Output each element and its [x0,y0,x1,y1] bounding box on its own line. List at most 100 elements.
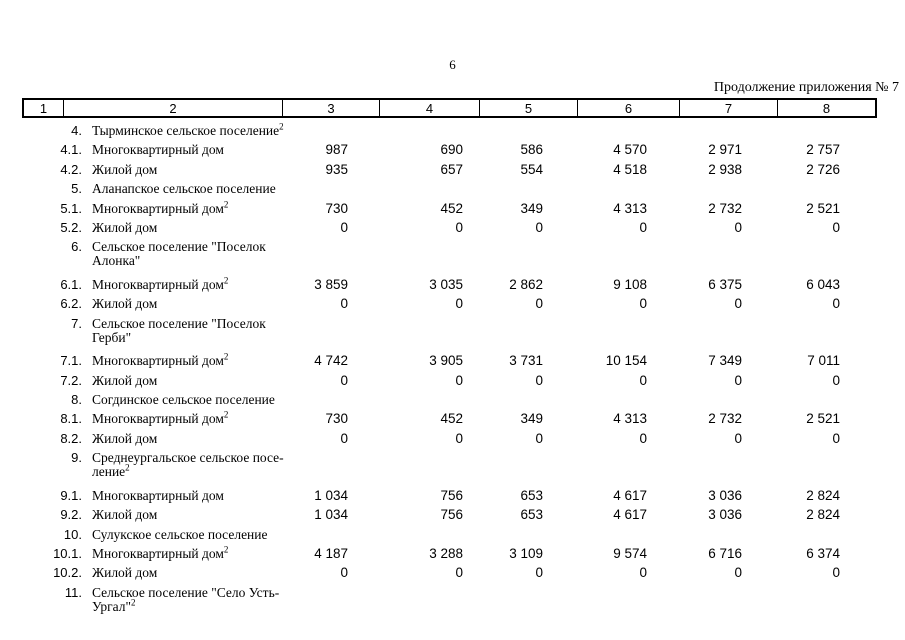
table-row: 10.2. Жилой дом 0 0 0 0 0 0 [22,566,882,580]
value-cell: 7 011 [807,353,840,369]
value-cell: 0 [455,565,463,581]
row-number: 7.1. [60,353,82,369]
value-cell: 0 [832,296,840,312]
value-cell: 2 824 [806,507,840,523]
row-number: 4.1. [60,142,82,158]
value-cell: 0 [340,565,348,581]
value-cell: 0 [734,219,742,235]
value-cell: 6 375 [708,276,742,292]
value-cell: 452 [440,411,463,427]
header-cell: 1 [24,100,64,116]
row-label: Согдинское сельское поселение [92,392,275,408]
footnote-marker: 2 [223,199,229,210]
row-number: 10.2. [53,565,82,581]
value-cell: 0 [455,430,463,446]
header-cell: 5 [480,100,578,116]
row-number: 11. [64,584,82,600]
value-cell: 4 518 [613,161,647,177]
table-row: 8.2. Жилой дом 0 0 0 0 0 0 [22,430,882,446]
row-label: Многоквартирный дом2 [92,275,229,292]
value-cell: 653 [520,507,543,523]
value-cell: 0 [832,430,840,446]
value-cell: 10 154 [605,353,647,369]
row-label: Жилой дом [92,507,158,523]
value-cell: 0 [340,219,348,235]
value-cell: 2 521 [806,411,840,427]
value-cell: 2 732 [708,411,742,427]
value-cell: 349 [520,411,543,427]
table-row: 4. Тырминское сельское поселение2 [22,121,882,138]
value-cell: 4 187 [314,546,348,562]
value-cell: 9 108 [613,276,647,292]
value-cell: 0 [455,219,463,235]
value-cell: 730 [325,411,348,427]
table-row: 10.1. Многоквартирный дом2 4 187 3 288 3 109… [22,544,882,562]
value-cell: 0 [734,296,742,312]
value-cell: 0 [734,565,742,581]
value-cell: 0 [535,296,543,312]
footnote-marker: 2 [131,597,136,608]
value-cell: 0 [340,372,348,388]
row-label: Сельское поселение "Поселок Алонка" [92,239,266,269]
table-body: 4. Тырминское сельское поселение2 4.1. Мног… [22,121,882,623]
row-number: 8.2. [60,430,82,446]
value-cell: 3 859 [314,276,348,292]
value-cell: 730 [325,200,348,216]
row-number: 7.2. [60,372,82,388]
footnote-marker: 2 [223,351,229,362]
row-number: 8.1. [60,411,82,427]
value-cell: 0 [832,219,840,235]
value-cell: 7 349 [708,353,742,369]
value-cell: 6 374 [806,546,840,562]
row-number: 4.2. [60,161,82,177]
row-label: Аланапское сельское поселение [92,181,276,197]
value-cell: 0 [734,430,742,446]
header-cell: 4 [380,100,480,116]
footnote-marker: 2 [223,409,229,420]
row-label: Среднеургальское сельское посе-ление2 [92,450,284,480]
value-cell: 0 [340,296,348,312]
row-number: 9.1. [60,487,82,503]
value-cell: 690 [440,142,463,158]
row-number: 6.1. [60,276,82,292]
row-number: 5. [71,181,82,197]
header-cell: 6 [578,100,680,116]
table-row: 10. Сулукское сельское поселение [22,527,882,542]
table-row: 6. Сельское поселение "Поселок Алонка" [22,240,882,268]
table-row: 9. Среднеургальское сельское посе-ление2 [22,451,882,479]
value-cell: 2 971 [708,142,742,158]
value-cell: 0 [535,430,543,446]
table-row: 9.1. Многоквартирный дом 1 034 756 653 4 617 3… [22,487,882,503]
row-number: 4. [71,123,82,138]
footnote-marker: 2 [223,275,229,286]
row-number: 9. [71,450,82,466]
row-number: 10.1. [53,546,82,562]
value-cell: 2 862 [509,276,543,292]
header-cell: 7 [680,100,778,116]
row-label: Тырминское сельское поселение2 [92,121,284,138]
value-cell: 3 035 [429,276,463,292]
value-cell: 0 [832,372,840,388]
value-cell: 3 036 [708,507,742,523]
table-row: 11. Сельское поселение "Село Усть- Ургал"2 [22,584,882,614]
row-label: Жилой дом [92,372,158,388]
footnote-marker: 2 [223,544,229,555]
value-cell: 2 521 [806,200,840,216]
page-number: 6 [449,57,456,72]
row-number: 6. [71,239,82,255]
table-row: 6.1. Многоквартирный дом2 3 859 3 035 2 862 9… [22,275,882,292]
row-label: Жилой дом [92,219,158,235]
row-label: Многоквартирный дом [92,487,224,503]
value-cell: 2 824 [806,487,840,503]
row-label: Жилой дом [92,296,158,312]
value-cell: 4 617 [613,487,647,503]
value-cell: 0 [639,372,647,388]
value-cell: 0 [639,296,647,312]
value-cell: 3 731 [509,353,543,369]
table-row: 5.1. Многоквартирный дом2 730 452 349 4 313 2 … [22,199,882,216]
value-cell: 1 034 [314,487,348,503]
value-cell: 4 742 [314,353,348,369]
value-cell: 9 574 [613,546,647,562]
value-cell: 0 [639,565,647,581]
